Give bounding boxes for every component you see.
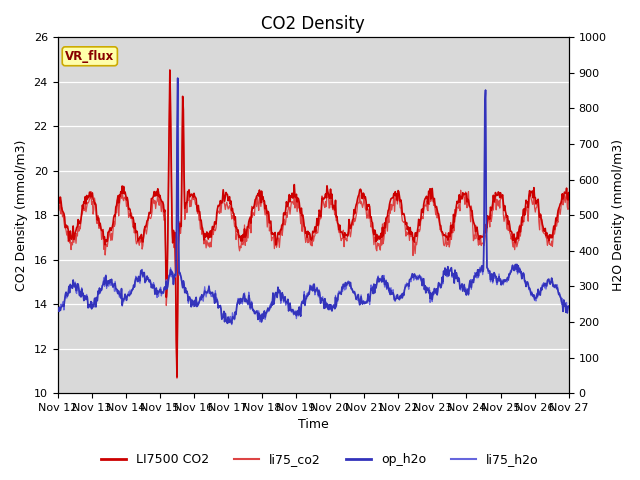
- li75_h2o: [565, 303, 573, 309]
- op_h2o: [116, 292, 124, 298]
- X-axis label: Time: Time: [298, 419, 328, 432]
- li75_h2o: [54, 307, 61, 313]
- li75_co2: [196, 217, 204, 223]
- li75_h2o: [228, 322, 236, 327]
- LI7500 CO2: [116, 192, 124, 198]
- op_h2o: [195, 300, 203, 305]
- li75_h2o: [195, 299, 203, 305]
- LI7500 CO2: [565, 190, 573, 195]
- li75_h2o: [376, 277, 384, 283]
- Line: op_h2o: op_h2o: [58, 78, 569, 324]
- LI7500 CO2: [166, 67, 173, 73]
- op_h2o: [54, 307, 61, 312]
- LI7500 CO2: [168, 220, 176, 226]
- li75_co2: [173, 375, 181, 381]
- Y-axis label: H2O Density (mmol/m3): H2O Density (mmol/m3): [612, 139, 625, 291]
- LI7500 CO2: [392, 189, 399, 194]
- Text: VR_flux: VR_flux: [65, 50, 115, 63]
- op_h2o: [63, 292, 70, 298]
- li75_co2: [565, 190, 573, 196]
- li75_co2: [166, 80, 173, 85]
- Line: li75_co2: li75_co2: [58, 83, 569, 378]
- op_h2o: [174, 75, 182, 81]
- li75_co2: [392, 198, 399, 204]
- Y-axis label: CO2 Density (mmol/m3): CO2 Density (mmol/m3): [15, 140, 28, 291]
- li75_co2: [54, 203, 61, 209]
- li75_co2: [63, 232, 70, 238]
- Title: CO2 Density: CO2 Density: [261, 15, 365, 33]
- li75_h2o: [174, 82, 182, 88]
- op_h2o: [565, 303, 573, 309]
- li75_h2o: [392, 299, 399, 304]
- li75_h2o: [116, 294, 124, 300]
- op_h2o: [392, 297, 399, 303]
- LI7500 CO2: [376, 235, 384, 240]
- li75_h2o: [63, 295, 70, 301]
- li75_co2: [376, 247, 384, 253]
- LI7500 CO2: [173, 374, 181, 380]
- Line: li75_h2o: li75_h2o: [58, 85, 569, 324]
- Legend: LI7500 CO2, li75_co2, op_h2o, li75_h2o: LI7500 CO2, li75_co2, op_h2o, li75_h2o: [96, 448, 544, 471]
- li75_co2: [168, 227, 176, 232]
- LI7500 CO2: [63, 225, 70, 230]
- op_h2o: [168, 272, 175, 277]
- li75_co2: [116, 202, 124, 208]
- LI7500 CO2: [196, 209, 204, 215]
- op_h2o: [228, 321, 236, 326]
- op_h2o: [376, 276, 384, 282]
- li75_h2o: [168, 274, 175, 280]
- Line: LI7500 CO2: LI7500 CO2: [58, 70, 569, 377]
- LI7500 CO2: [54, 193, 61, 199]
